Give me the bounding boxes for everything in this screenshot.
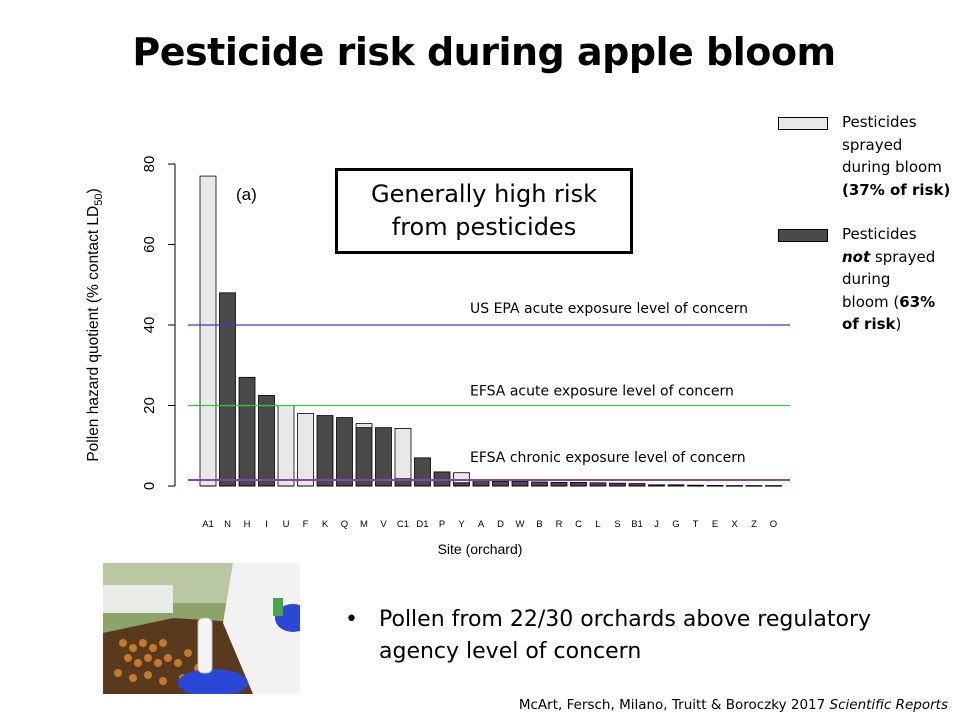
x-tick-label-I: I	[265, 519, 268, 530]
x-tick-label-A1: A1	[202, 519, 214, 530]
x-tick-label-G: G	[672, 519, 679, 530]
bar-not-sprayed-A	[472, 479, 490, 487]
panel-label: (a)	[236, 185, 257, 204]
bar-not-sprayed-P	[433, 471, 451, 487]
x-tick-label-Q: Q	[341, 519, 348, 530]
reference-line-label-1: EFSA acute exposure level of concern	[470, 384, 734, 400]
x-tick-label-W: W	[516, 519, 525, 530]
reference-line-label-2: EFSA chronic exposure level of concern	[470, 450, 746, 466]
x-tick-label-M: M	[360, 519, 368, 530]
x-tick-label-U: U	[283, 519, 290, 530]
callout-box: Generally high risk from pesticides	[335, 168, 633, 254]
slide-title: Pesticide risk during apple bloom	[132, 30, 836, 74]
bar-sprayed-F	[297, 413, 314, 487]
x-tick-label-B1: B1	[631, 519, 643, 530]
bar-sprayed-Y	[453, 472, 470, 484]
x-tick-label-E: E	[712, 519, 718, 530]
bar-sprayed-C1	[394, 428, 412, 480]
bar-not-sprayed-N	[219, 292, 236, 487]
bullet-dot: •	[345, 607, 358, 632]
y-tick-label-20: 20	[141, 397, 158, 414]
x-tick-label-B: B	[536, 519, 542, 530]
y-tick-label-60: 60	[141, 236, 158, 253]
x-tick-label-X: X	[731, 519, 738, 530]
bar-sprayed-A1	[199, 175, 217, 487]
bar-not-sprayed-H	[238, 376, 256, 487]
x-tick-label-D1: D1	[416, 519, 428, 530]
x-tick-label-T: T	[693, 519, 699, 530]
y-tick-label-40: 40	[141, 317, 158, 334]
x-tick-label-L: L	[595, 519, 600, 530]
x-tick-label-J: J	[654, 519, 659, 530]
y-tick-label-0: 0	[141, 482, 158, 490]
x-tick-label-K: K	[322, 519, 329, 530]
x-tick-label-O: O	[770, 519, 777, 530]
legend-swatch-sprayed	[778, 117, 828, 130]
bullet-text: Pollen from 22/30 orchards above regulat…	[379, 607, 872, 664]
x-tick-label-C1: C1	[397, 519, 409, 530]
bar-not-sprayed-M	[355, 427, 373, 487]
bar-not-sprayed-R	[550, 481, 568, 487]
x-tick-label-H: H	[244, 519, 251, 530]
x-axis-label: Site (orchard)	[438, 541, 523, 557]
callout-line-1: Generally high risk	[371, 180, 597, 208]
x-tick-label-F: F	[303, 519, 309, 530]
legend-text-sprayed: Pesticides sprayed during bloom (37% of …	[842, 113, 951, 199]
callout-line-2: from pesticides	[391, 213, 577, 241]
x-tick-label-D: D	[497, 519, 504, 530]
bar-not-sprayed-V	[375, 427, 392, 487]
citation: McArt, Fersch, Milano, Truitt & Boroczky…	[518, 697, 948, 713]
x-tick-label-S: S	[614, 519, 620, 530]
x-tick-label-C: C	[575, 519, 582, 530]
bar-not-sprayed-D	[492, 480, 509, 487]
bar-not-sprayed-W	[511, 480, 529, 487]
x-tick-label-A: A	[478, 519, 485, 530]
bar-not-sprayed-C	[570, 481, 587, 487]
photo-illustration	[103, 563, 300, 694]
legend-swatch-not-sprayed	[778, 229, 828, 242]
x-tick-label-Y: Y	[458, 519, 465, 530]
bar-not-sprayed-B	[531, 481, 548, 487]
y-axis-label: Pollen hazard quotient (% contact LD50)	[85, 188, 105, 461]
pollen-sampling-photo	[103, 563, 300, 694]
x-tick-label-N: N	[224, 519, 231, 530]
bar-not-sprayed-K	[316, 415, 334, 487]
bar-not-sprayed-I	[258, 395, 275, 487]
x-tick-label-R: R	[556, 519, 563, 530]
bar-sprayed-M	[355, 423, 373, 429]
bar-not-sprayed-D1	[414, 457, 431, 487]
x-tick-label-Z: Z	[751, 519, 757, 530]
legend-text-not-sprayed: Pesticides not sprayed during bloom (63%…	[842, 225, 936, 333]
x-tick-label-P: P	[439, 519, 445, 530]
bar-not-sprayed-Q	[336, 417, 353, 487]
y-tick-label-80: 80	[141, 156, 158, 173]
reference-line-label-0: US EPA acute exposure level of concern	[470, 301, 748, 317]
x-tick-label-V: V	[380, 519, 387, 530]
bar-sprayed-U	[277, 405, 295, 487]
